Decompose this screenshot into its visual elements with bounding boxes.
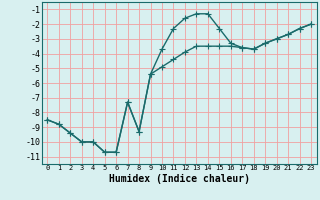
X-axis label: Humidex (Indice chaleur): Humidex (Indice chaleur) xyxy=(109,174,250,184)
